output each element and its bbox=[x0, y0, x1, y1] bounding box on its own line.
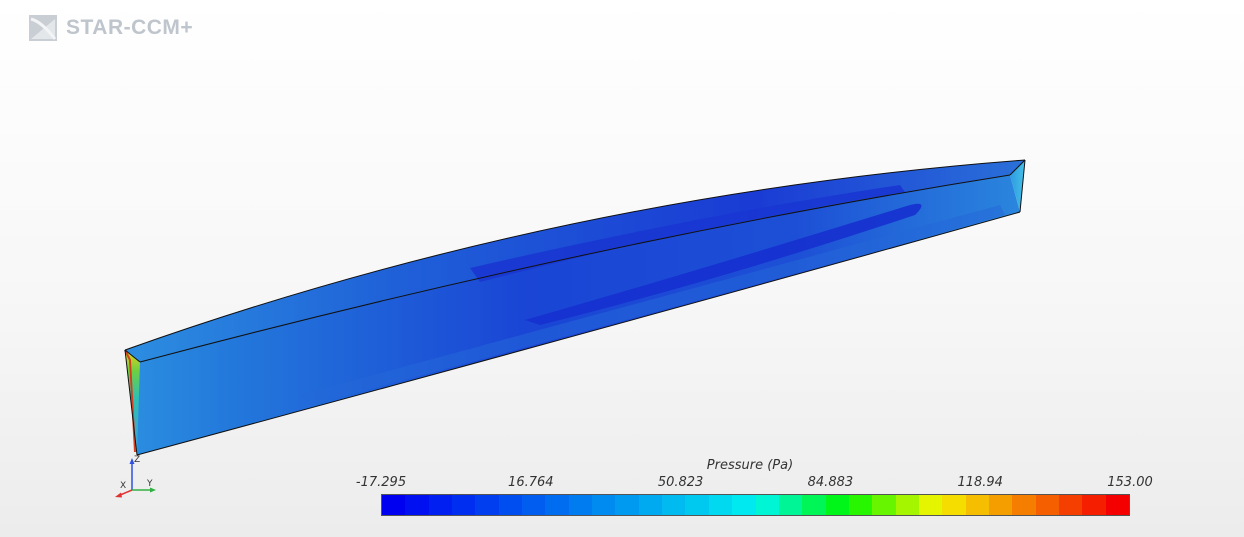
colorbar-segment bbox=[802, 495, 826, 515]
axis-label-y: Y bbox=[146, 479, 153, 489]
colorbar-segment bbox=[708, 495, 733, 515]
colorbar-segment bbox=[545, 495, 569, 515]
colorbar-tick: 50.823 bbox=[657, 475, 704, 490]
colorbar-segment bbox=[918, 495, 943, 515]
colorbar-tick: -17.295 bbox=[355, 475, 407, 490]
colorbar-segment bbox=[825, 495, 849, 515]
colorbar-tick: 16.764 bbox=[508, 475, 554, 490]
colorbar-segment bbox=[778, 495, 803, 515]
colorbar-segment bbox=[452, 495, 476, 515]
colorbar-segment bbox=[1012, 495, 1036, 515]
app-logo: STAR-CCM+ bbox=[28, 10, 193, 46]
colorbar-segment bbox=[1082, 495, 1106, 515]
hull-upper-face bbox=[125, 160, 1025, 362]
hull-edges bbox=[124, 159, 1026, 456]
colorbar-segment bbox=[848, 495, 873, 515]
colorbar-segment bbox=[965, 495, 989, 515]
low-pressure-region-upper bbox=[470, 185, 905, 282]
colorbar-segment bbox=[405, 495, 429, 515]
logo-text: STAR-CCM+ bbox=[66, 16, 194, 39]
colorbar-segment bbox=[1058, 495, 1083, 515]
colorbar-segment bbox=[475, 495, 499, 515]
colorbar-segment bbox=[755, 495, 779, 515]
colorbar-gradient bbox=[381, 494, 1130, 516]
colorbar-tick: 84.883 bbox=[807, 475, 854, 490]
colorbar-segment bbox=[498, 495, 523, 515]
axis-triad: Z X Y bbox=[115, 455, 156, 498]
colorbar-title: Pressure (Pa) bbox=[706, 458, 794, 473]
star-ccm-logo-icon bbox=[29, 15, 57, 41]
colorbar-segment bbox=[1035, 495, 1059, 515]
axis-label-z: Z bbox=[134, 455, 140, 465]
colorbar-tick: 118.94 bbox=[957, 475, 1003, 490]
colorbar-segment bbox=[685, 495, 709, 515]
colorbar-tick: 153.00 bbox=[1107, 475, 1153, 490]
pressure-colorbar[interactable]: Pressure (Pa) -17.295 16.764 50.823 84.8… bbox=[350, 458, 1153, 522]
lighter-band bbox=[300, 205, 1005, 405]
colorbar-segment bbox=[662, 495, 686, 515]
colorbar-segment bbox=[988, 495, 1013, 515]
colorbar-segment bbox=[382, 495, 406, 515]
colorbar-segment bbox=[638, 495, 663, 515]
colorbar-segment bbox=[592, 495, 616, 515]
colorbar-segment bbox=[1105, 495, 1129, 515]
low-pressure-region bbox=[525, 203, 922, 325]
axis-label-x: X bbox=[120, 481, 126, 491]
colorbar-segment bbox=[942, 495, 966, 515]
colorbar-segment bbox=[895, 495, 919, 515]
colorbar-segment bbox=[522, 495, 546, 515]
colorbar-segment bbox=[568, 495, 593, 515]
colorbar-segment bbox=[615, 495, 639, 515]
colorbar-segment bbox=[872, 495, 896, 515]
colorbar-segment bbox=[732, 495, 756, 515]
colorbar-segment bbox=[428, 495, 453, 515]
